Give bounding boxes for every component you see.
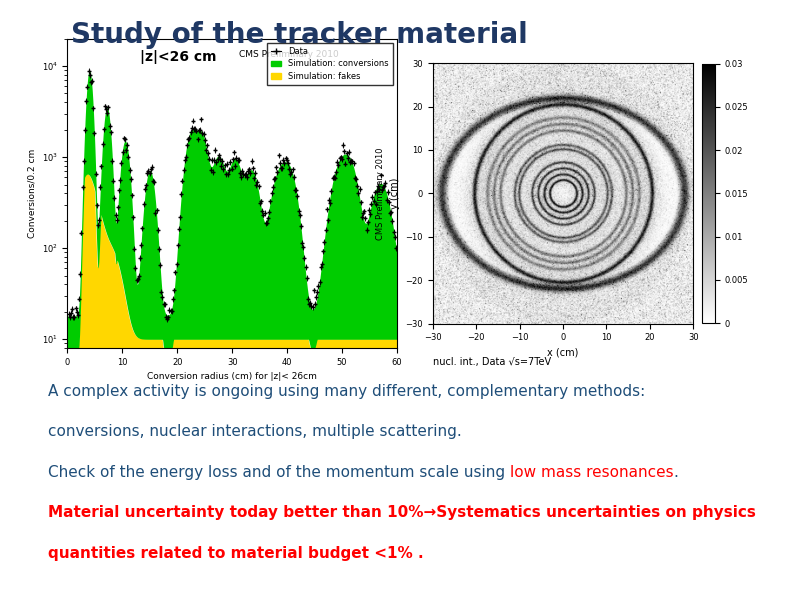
Y-axis label: y (cm): y (cm) (390, 178, 400, 209)
Legend: Data, Simulation: conversions, Simulation: fakes: Data, Simulation: conversions, Simulatio… (268, 43, 393, 85)
Text: CMS Preliminary 2010: CMS Preliminary 2010 (239, 49, 338, 58)
X-axis label: Conversion radius (cm) for |z|< 26cm: Conversion radius (cm) for |z|< 26cm (148, 372, 317, 381)
Text: nucl. int., Data √s=7TeV: nucl. int., Data √s=7TeV (433, 358, 551, 368)
Text: conversions, nuclear interactions, multiple scattering.: conversions, nuclear interactions, multi… (48, 424, 461, 439)
Text: Study of the tracker material: Study of the tracker material (71, 21, 528, 49)
X-axis label: x (cm): x (cm) (547, 348, 579, 358)
Text: CMS Preliminary 2010: CMS Preliminary 2010 (376, 147, 385, 240)
Text: |z|<26 cm: |z|<26 cm (140, 49, 217, 64)
Text: .: . (673, 465, 678, 480)
Text: low mass resonances: low mass resonances (510, 465, 673, 480)
Y-axis label: Conversions/0.2 cm: Conversions/0.2 cm (27, 149, 36, 238)
Text: quantities related to material budget <1% .: quantities related to material budget <1… (48, 546, 423, 560)
Text: Check of the energy loss and of the momentum scale using: Check of the energy loss and of the mome… (48, 465, 510, 480)
Text: Material uncertainty today better than 10%→Systematics uncertainties on physics: Material uncertainty today better than 1… (48, 505, 756, 520)
Text: A complex activity is ongoing using many different, complementary methods:: A complex activity is ongoing using many… (48, 384, 645, 399)
